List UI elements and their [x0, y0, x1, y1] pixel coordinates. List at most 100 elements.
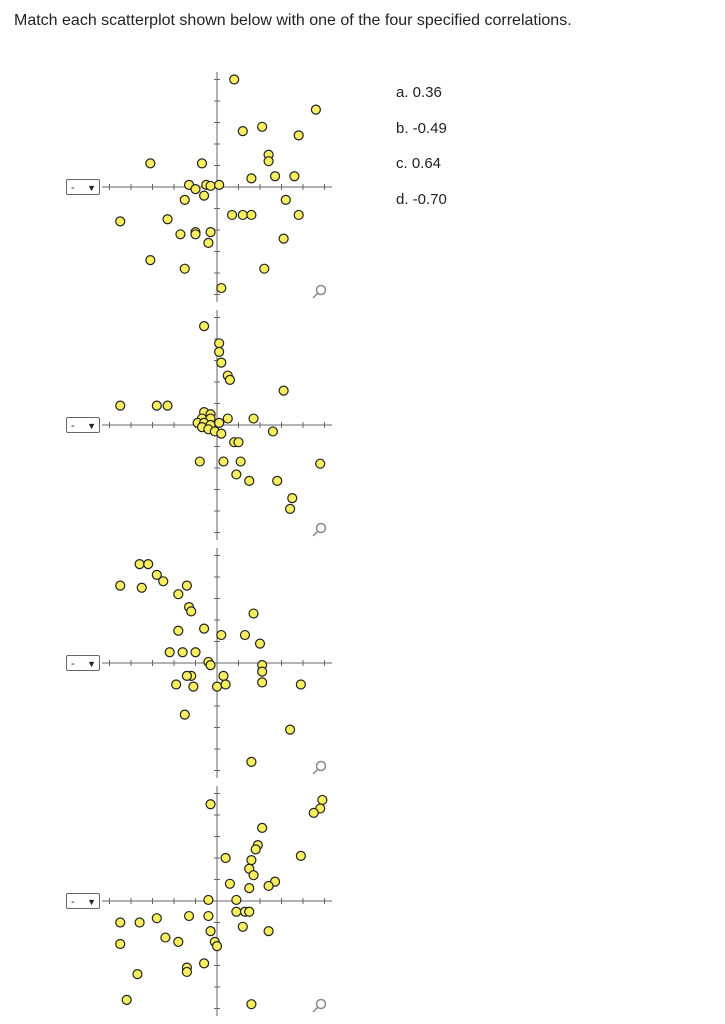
data-point — [269, 171, 281, 182]
data-point — [293, 209, 304, 221]
data-point — [244, 882, 255, 894]
data-point — [173, 936, 184, 947]
option-c: c. 0.64 — [396, 155, 442, 172]
data-point — [205, 660, 216, 671]
option-d: d. -0.70 — [396, 190, 447, 208]
magnify-icon[interactable] — [312, 522, 327, 537]
data-point — [250, 844, 261, 855]
data-point — [263, 156, 274, 167]
data-point — [164, 647, 175, 658]
data-point — [259, 263, 270, 274]
data-point — [293, 130, 304, 141]
data-point — [205, 227, 216, 238]
data-point — [190, 184, 201, 195]
data-point — [246, 855, 257, 866]
data-point — [179, 194, 190, 206]
instruction-text: Match each scatterplot shown below with … — [14, 12, 572, 29]
data-point — [246, 756, 257, 767]
data-point — [188, 681, 199, 692]
plot-3-answer-select[interactable]: - ▼ — [66, 655, 100, 671]
data-point — [203, 910, 214, 922]
data-point — [278, 385, 289, 396]
data-point — [198, 321, 210, 332]
data-point — [145, 158, 156, 169]
select-value: - — [71, 182, 75, 194]
data-point — [181, 966, 193, 978]
data-point — [214, 338, 225, 349]
data-point — [295, 850, 306, 861]
data-point — [203, 894, 214, 906]
data-point — [220, 852, 231, 864]
data-point — [257, 677, 268, 688]
plot-2-answer-select[interactable]: - ▼ — [66, 417, 100, 433]
data-point — [231, 469, 242, 480]
data-point — [177, 647, 188, 658]
data-point — [134, 559, 145, 570]
chevron-down-icon: ▼ — [87, 659, 96, 669]
data-point — [285, 724, 296, 735]
data-point — [216, 282, 227, 294]
magnify-icon[interactable] — [312, 998, 327, 1013]
data-point — [216, 357, 227, 368]
data-point — [231, 894, 242, 906]
data-point — [134, 917, 145, 928]
data-point — [218, 670, 229, 682]
data-point — [205, 926, 216, 937]
scatterplot-3 — [102, 548, 332, 778]
data-point — [237, 921, 248, 932]
data-point — [175, 229, 186, 240]
data-point — [214, 417, 225, 428]
data-point — [162, 214, 173, 225]
data-point — [246, 209, 257, 221]
data-point — [205, 180, 216, 192]
data-point — [132, 969, 143, 980]
data-point — [115, 917, 126, 928]
data-point — [211, 681, 223, 692]
data-point — [315, 458, 326, 469]
data-point — [173, 589, 184, 600]
data-point — [278, 233, 289, 244]
data-point — [196, 158, 208, 169]
data-point — [179, 263, 190, 274]
data-point — [214, 346, 225, 358]
data-point — [203, 237, 214, 248]
data-point — [263, 880, 274, 892]
data-point — [218, 456, 229, 467]
plot-1-answer-select[interactable]: - ▼ — [66, 179, 100, 195]
data-point — [143, 559, 154, 570]
data-point — [310, 104, 321, 115]
correlation-options: a. 0.36 b. -0.49 c. 0.64 d. -0.70 — [396, 82, 447, 224]
data-point — [136, 582, 147, 593]
data-point — [173, 625, 184, 636]
scatterplot-2 — [102, 310, 332, 540]
option-a: a. 0.36 — [396, 84, 442, 101]
data-point — [226, 209, 238, 221]
data-point — [158, 576, 169, 587]
magnify-icon[interactable] — [312, 760, 327, 775]
data-point — [248, 870, 259, 881]
data-point — [214, 179, 225, 190]
data-point — [179, 709, 190, 720]
data-point — [211, 941, 223, 952]
data-point — [224, 878, 236, 889]
data-point — [151, 400, 162, 411]
scatterplot-1 — [102, 72, 332, 302]
data-point — [257, 822, 268, 834]
data-point — [308, 807, 319, 818]
chevron-down-icon: ▼ — [87, 183, 96, 193]
data-point — [267, 426, 278, 437]
data-point — [239, 629, 251, 641]
data-point — [289, 171, 300, 182]
data-point — [121, 994, 132, 1005]
data-point — [190, 229, 201, 240]
plot-4-answer-select[interactable]: - ▼ — [66, 893, 100, 909]
data-point — [263, 926, 274, 937]
data-point — [237, 209, 248, 221]
magnify-icon[interactable] — [312, 284, 327, 299]
data-point — [287, 493, 298, 504]
data-point — [198, 190, 210, 201]
data-point — [181, 670, 193, 682]
data-point — [115, 400, 126, 411]
data-point — [115, 938, 126, 950]
data-point — [295, 679, 306, 690]
